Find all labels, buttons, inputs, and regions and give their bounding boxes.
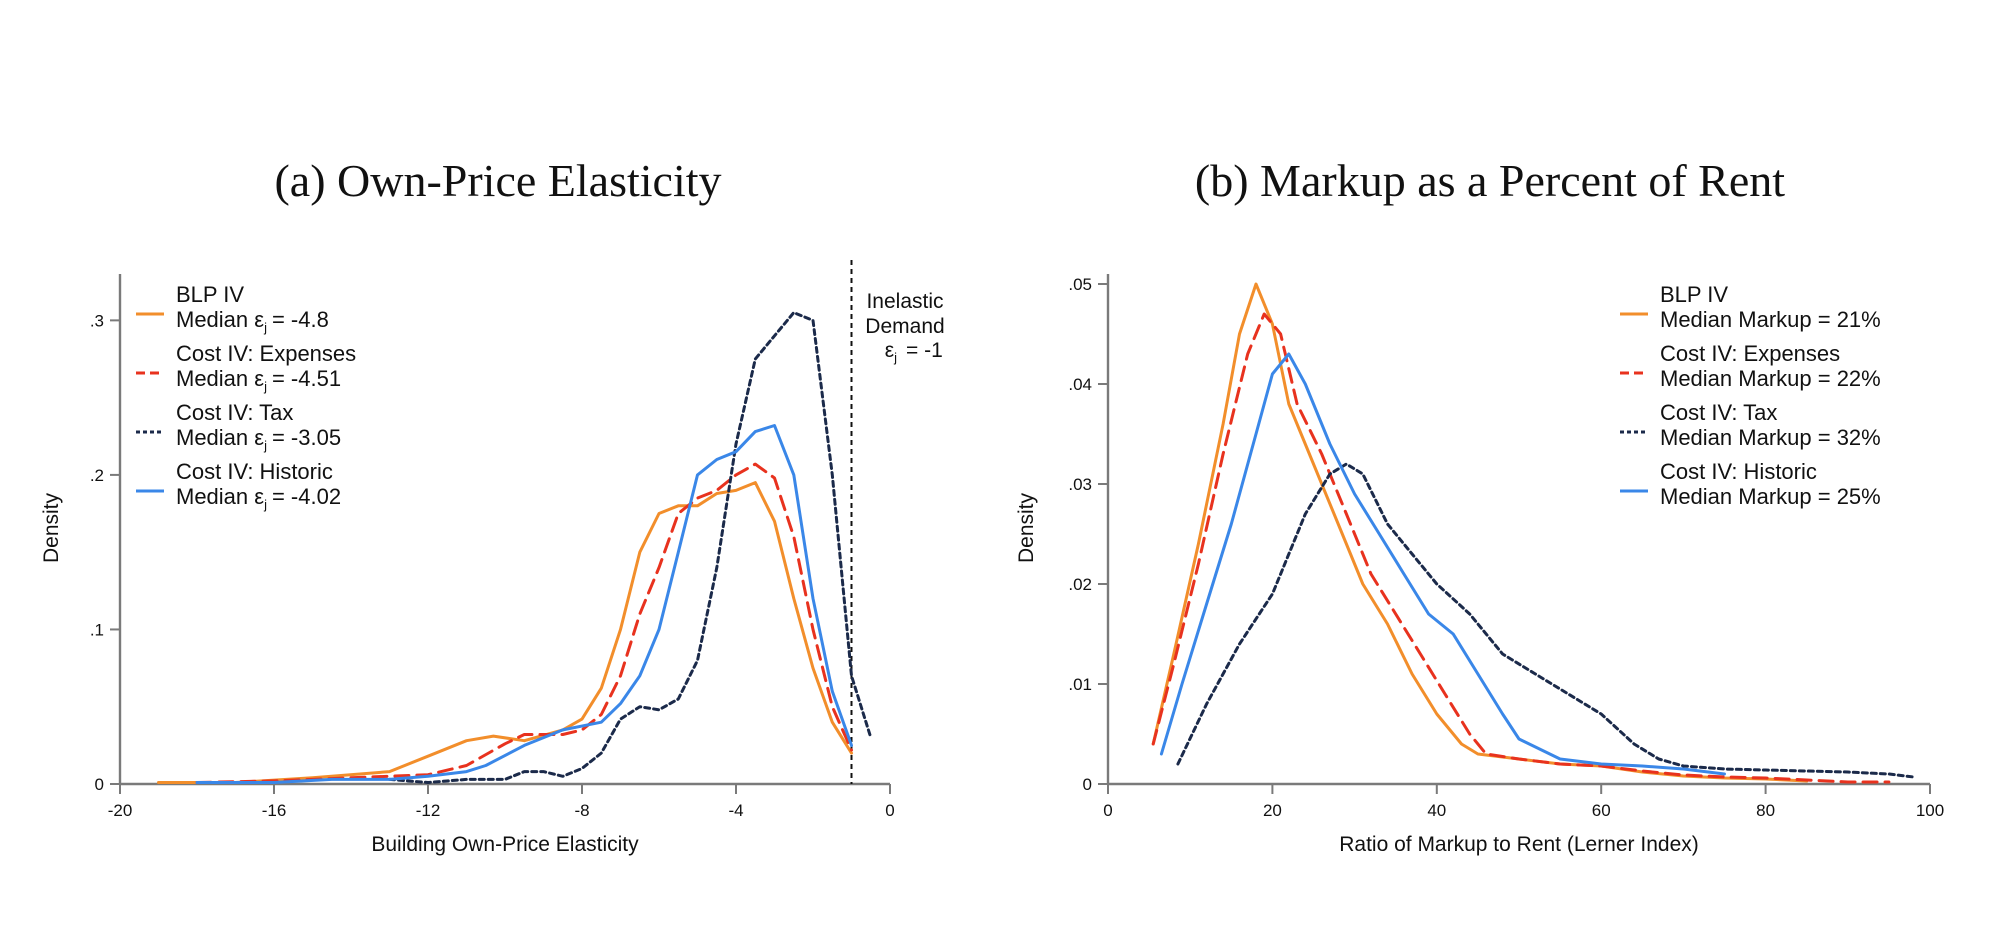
x-tick-label: -8 <box>574 801 589 820</box>
series-line-cost-iv-expenses <box>195 462 853 784</box>
legend-label: Cost IV: Expenses <box>176 341 356 366</box>
panel-a-y-axis-label: Density <box>40 492 63 563</box>
legend-sublabel: Median εj = -4.51 <box>176 366 341 394</box>
panel-a-annotation: Inelastic Demand εj = -1 <box>865 290 944 365</box>
legend-label: Cost IV: Tax <box>1660 400 1777 425</box>
panel-b-x-axis-label: Ratio of Markup to Rent (Lerner Index) <box>1339 833 1699 856</box>
panel-a-ticks: -20 -16 -12 -8 -4 0 0 .1 .2 .3 <box>90 311 895 820</box>
legend-label: BLP IV <box>176 282 244 307</box>
legend-median-symbol: Median ε <box>176 425 264 450</box>
x-tick-label: -12 <box>416 801 441 820</box>
annotation-subscript: j <box>893 350 897 365</box>
annotation-line-2: Demand <box>865 315 944 338</box>
y-tick-label: .05 <box>1068 275 1092 294</box>
legend-subscript: j <box>263 379 267 394</box>
x-tick-label: 20 <box>1263 801 1282 820</box>
panel-b-series <box>1151 282 1916 784</box>
series-line-cost-iv-expenses <box>1151 312 1891 784</box>
legend-sublabel: Median Markup = 21% <box>1660 307 1881 332</box>
legend-subscript: j <box>263 320 267 335</box>
annotation-epsilon: ε <box>885 339 894 362</box>
legend-sublabel: Median Markup = 25% <box>1660 484 1881 509</box>
annotation-line-1: Inelastic <box>866 290 943 313</box>
y-tick-label: .1 <box>90 620 104 639</box>
series-line-cost-iv-historic <box>195 424 853 784</box>
legend-label: Cost IV: Historic <box>1660 459 1817 484</box>
legend-median-symbol: Median ε <box>176 484 264 509</box>
panel-b-title: (b) Markup as a Percent of Rent <box>1195 155 1785 206</box>
panel-markup-percent-of-rent: (b) Markup as a Percent of Rent 0 20 40 60 8… <box>1015 155 1944 856</box>
legend-label: Cost IV: Expenses <box>1660 341 1840 366</box>
legend-median-value: = -4.02 <box>272 484 341 509</box>
annotation-line-3: εj <box>885 339 897 365</box>
y-tick-label: .02 <box>1068 575 1092 594</box>
legend-subscript: j <box>263 438 267 453</box>
y-tick-label: .01 <box>1068 675 1092 694</box>
x-tick-label: -4 <box>728 801 743 820</box>
legend-sublabel: Median εj = -4.8 <box>176 307 329 335</box>
y-tick-label: .04 <box>1068 375 1092 394</box>
x-tick-label: 80 <box>1756 801 1775 820</box>
legend-subscript: j <box>263 497 267 512</box>
series-line-cost-iv-tax <box>388 311 873 784</box>
panel-a-series <box>157 311 873 784</box>
legend-label: Cost IV: Historic <box>176 459 333 484</box>
legend-median-value: = -4.8 <box>272 307 329 332</box>
legend-sublabel: Median εj = -4.02 <box>176 484 341 512</box>
series-line-blp-iv <box>157 481 853 784</box>
panel-b-y-axis-label: Density <box>1015 492 1038 563</box>
y-tick-label: 0 <box>1083 775 1092 794</box>
y-tick-label: .03 <box>1068 475 1092 494</box>
legend-sublabel: Median Markup = 32% <box>1660 425 1881 450</box>
panel-a-x-axis-label: Building Own-Price Elasticity <box>371 833 639 856</box>
legend-median-value: = -4.51 <box>272 366 341 391</box>
legend-median-value: = -3.05 <box>272 425 341 450</box>
legend-median-symbol: Median ε <box>176 366 264 391</box>
y-tick-label: 0 <box>95 775 104 794</box>
series-line-cost-iv-tax <box>1176 462 1916 779</box>
annotation-line-3-value: = -1 <box>906 339 943 362</box>
legend-sublabel: Median Markup = 22% <box>1660 366 1881 391</box>
x-tick-label: 0 <box>1103 801 1112 820</box>
panel-a-title: (a) Own-Price Elasticity <box>274 155 721 206</box>
legend-label: BLP IV <box>1660 282 1728 307</box>
x-tick-label: 60 <box>1592 801 1611 820</box>
panel-b-ticks: 0 20 40 60 80 100 0 .01 .02 .03 .04 .05 <box>1068 275 1944 820</box>
panel-own-price-elasticity: (a) Own-Price Elasticity -20 -16 -12 -8 -4 0 0… <box>40 155 945 856</box>
x-tick-label: -16 <box>262 801 287 820</box>
x-tick-label: 100 <box>1916 801 1944 820</box>
legend-sublabel: Median εj = -3.05 <box>176 425 341 453</box>
legend-median-symbol: Median ε <box>176 307 264 332</box>
x-tick-label: 40 <box>1427 801 1446 820</box>
legend-label: Cost IV: Tax <box>176 400 293 425</box>
x-tick-label: 0 <box>885 801 894 820</box>
y-tick-label: .3 <box>90 311 104 330</box>
y-tick-label: .2 <box>90 466 104 485</box>
series-line-cost-iv-historic <box>1159 352 1726 776</box>
x-tick-label: -20 <box>108 801 133 820</box>
